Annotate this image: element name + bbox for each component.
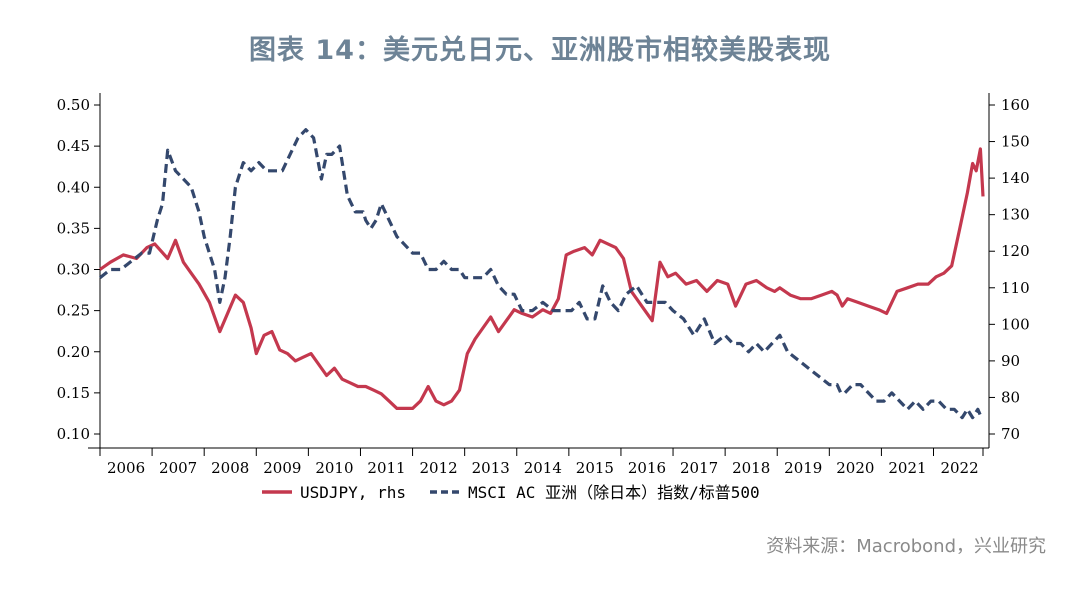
x-axis-tick-label: 2010 bbox=[315, 459, 353, 477]
line-chart: 0.50 0.45 0.40 0.35 0.30 0.25 0.20 0.15 0.10 160 1… bbox=[57, 93, 1030, 502]
right-axis-tick-label: 90 bbox=[1001, 352, 1020, 370]
x-axis-tick-label: 2020 bbox=[836, 459, 874, 477]
x-axis-tick-label: 2016 bbox=[628, 459, 666, 477]
x-axis-tick-label: 2014 bbox=[524, 459, 562, 477]
left-axis-tick-label: 0.20 bbox=[57, 343, 90, 361]
left-axis-tick-label: 0.45 bbox=[57, 137, 90, 155]
right-axis-tick-label: 160 bbox=[1001, 96, 1030, 114]
x-axis-tick-label: 2012 bbox=[420, 459, 458, 477]
x-axis-tick-label: 2013 bbox=[472, 459, 510, 477]
right-axis-tick-label: 80 bbox=[1001, 388, 1020, 406]
right-axis-tick-label: 130 bbox=[1001, 206, 1030, 224]
right-axis-tick-label: 100 bbox=[1001, 315, 1030, 333]
left-axis-tick-label: 0.35 bbox=[57, 219, 90, 237]
legend-label-msci: MSCI AC 亚洲（除日本）指数/标普500 bbox=[468, 483, 760, 502]
right-axis-tick-label: 70 bbox=[1001, 425, 1020, 443]
x-axis-tick-label: 2006 bbox=[107, 459, 145, 477]
x-axis-tick-label: 2018 bbox=[732, 459, 770, 477]
left-axis-tick-label: 0.40 bbox=[57, 178, 90, 196]
x-axis-tick-label: 2017 bbox=[680, 459, 718, 477]
left-axis-tick-label: 0.25 bbox=[57, 302, 90, 320]
right-axis-tick-label: 150 bbox=[1001, 133, 1030, 151]
plot-area bbox=[99, 128, 985, 420]
x-axis-tick-label: 2007 bbox=[159, 459, 197, 477]
right-axis-tick-label: 110 bbox=[1001, 279, 1030, 297]
legend-label-usdjpy: USDJPY, rhs bbox=[300, 483, 406, 502]
right-axis-tick-label: 140 bbox=[1001, 169, 1030, 187]
chart-title: 图表 14：美元兑日元、亚洲股市相较美股表现 bbox=[249, 35, 831, 66]
usdjpy-line bbox=[99, 147, 985, 410]
left-axis-tick-label: 0.30 bbox=[57, 261, 90, 279]
x-axis-tick-label: 2021 bbox=[888, 459, 926, 477]
left-axis-tick-label: 0.10 bbox=[57, 425, 90, 443]
x-axis-tick-label: 2011 bbox=[367, 459, 405, 477]
x-axis-tick-label: 2019 bbox=[784, 459, 822, 477]
source-note: 资料来源：Macrobond，兴业研究 bbox=[766, 536, 1046, 557]
x-axis-tick-label: 2022 bbox=[940, 459, 978, 477]
chart-legend: USDJPY, rhs MSCI AC 亚洲（除日本）指数/标普500 bbox=[262, 483, 760, 502]
right-axis-tick-label: 120 bbox=[1001, 242, 1030, 260]
msci-asia-ratio-line bbox=[99, 128, 983, 420]
chart-axes: 0.50 0.45 0.40 0.35 0.30 0.25 0.20 0.15 0.10 160 1… bbox=[57, 93, 1030, 477]
x-axis-tick-label: 2015 bbox=[576, 459, 614, 477]
left-axis-tick-label: 0.50 bbox=[57, 96, 90, 114]
x-axis-tick-label: 2008 bbox=[211, 459, 249, 477]
left-axis-tick-label: 0.15 bbox=[57, 384, 90, 402]
x-axis-tick-label: 2009 bbox=[263, 459, 301, 477]
